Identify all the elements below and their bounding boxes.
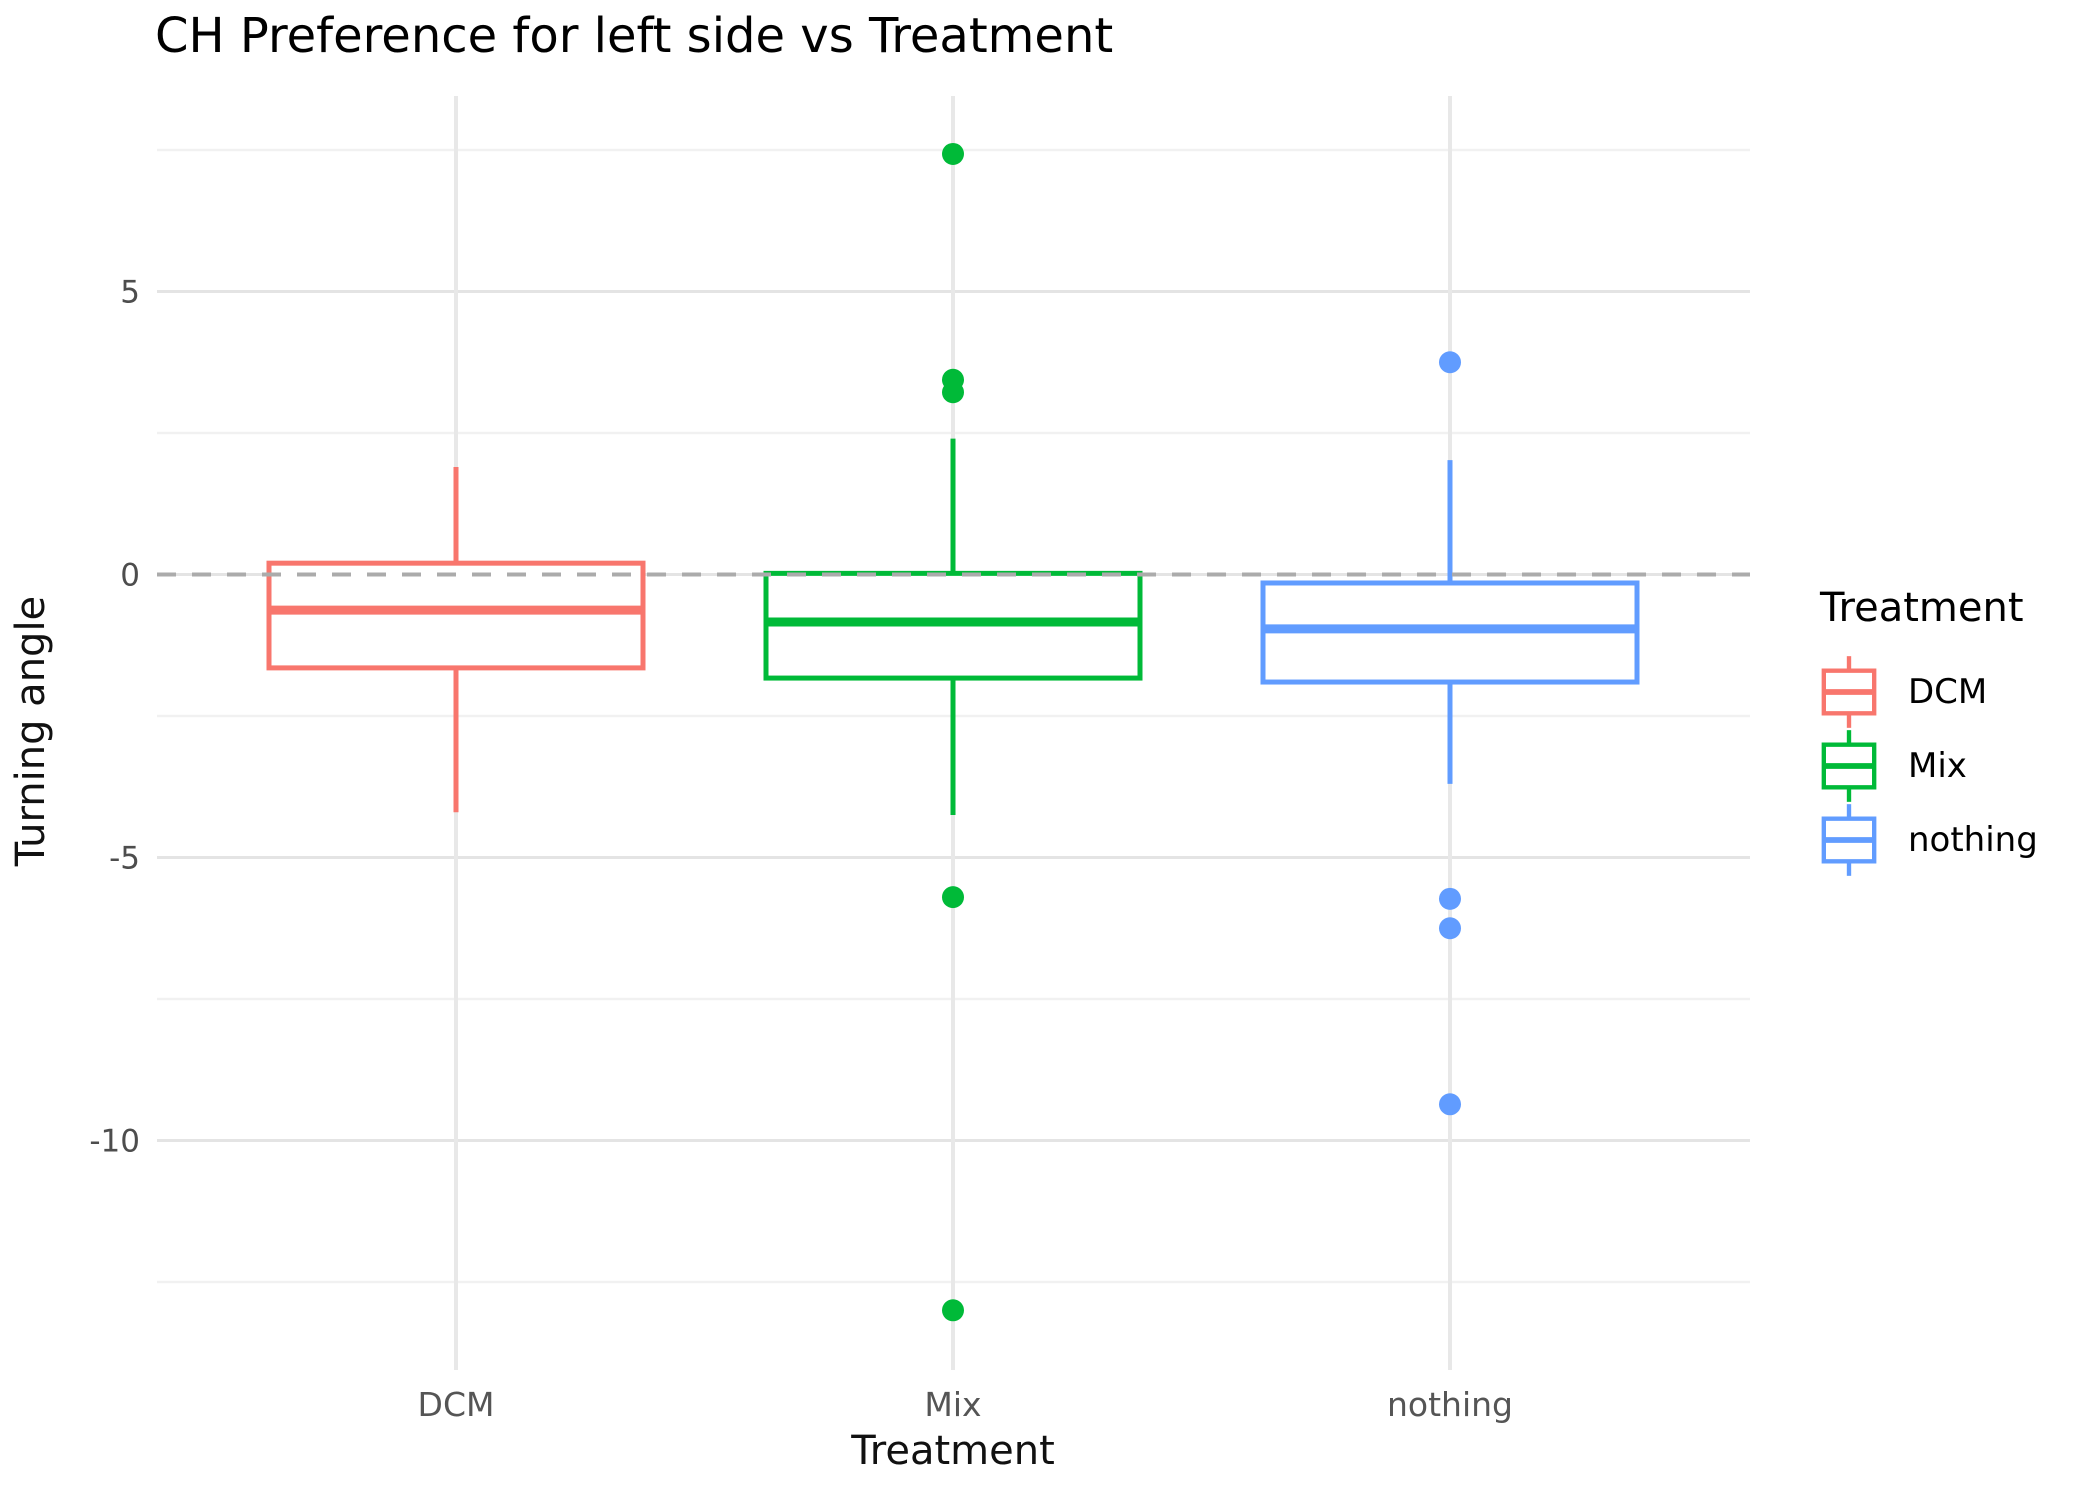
x-category-label: nothing: [1387, 1385, 1513, 1424]
y-tick-label: -10: [89, 1124, 140, 1160]
legend-label: DCM: [1908, 672, 1988, 712]
legend-title: Treatment: [1820, 585, 2024, 631]
y-axis-title: Turning angle: [8, 595, 54, 867]
legend-label: Mix: [1908, 746, 1967, 786]
boxplot-glyph-icon: [1821, 804, 1877, 876]
y-tick-label: -5: [109, 841, 140, 877]
legend-label: nothing: [1908, 820, 2038, 860]
outlier-point-nothing: [1439, 917, 1461, 940]
outlier-point-nothing: [1439, 351, 1461, 374]
y-tick-label: 5: [120, 275, 140, 311]
outlier-point-mix: [942, 142, 964, 165]
y-tick-label: 0: [120, 558, 140, 594]
legend: Treatment DCM Mix: [1818, 585, 2038, 877]
x-axis-title: Treatment: [851, 1428, 1055, 1474]
legend-entry-dcm: DCM: [1818, 655, 2038, 729]
x-category-label: Mix: [924, 1385, 981, 1424]
legend-entry-nothing: nothing: [1818, 803, 2038, 877]
boxplot-glyph-icon: [1821, 730, 1877, 802]
outlier-point-mix: [942, 886, 964, 909]
boxplot-glyph-icon: [1821, 656, 1877, 728]
chart-title: CH Preference for left side vs Treatment: [155, 8, 1114, 64]
legend-entry-mix: Mix: [1818, 729, 2038, 803]
outlier-point-mix: [942, 381, 964, 404]
outlier-point-mix: [942, 1299, 964, 1322]
box-dcm: [266, 560, 646, 671]
outlier-point-nothing: [1439, 1093, 1461, 1116]
outlier-point-nothing: [1439, 887, 1461, 910]
x-category-label: DCM: [418, 1385, 495, 1424]
